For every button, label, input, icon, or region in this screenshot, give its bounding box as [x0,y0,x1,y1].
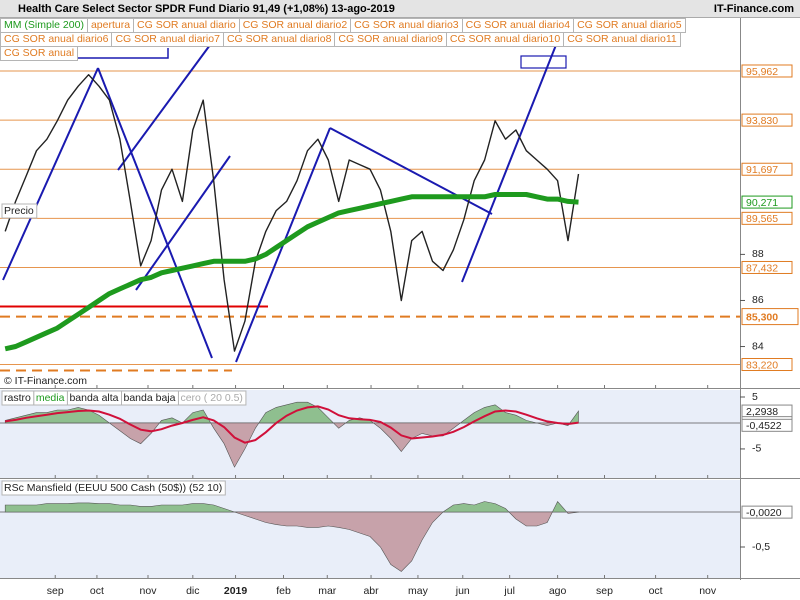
x-tick-label: nov [140,585,158,597]
copyright: © IT-Finance.com [4,375,87,387]
tag-box [741,64,793,78]
title-bar: Health Care Select Sector SPDR Fund Diar… [0,0,800,18]
tag-label: 91,697 [746,164,778,176]
tab[interactable]: CG SOR anual [0,46,79,61]
brand: IT-Finance.com [713,3,794,15]
tag-label: 93,830 [746,115,778,127]
pane-tab: cero ( 20 0.5) [180,392,242,404]
tab[interactable]: CG SOR anual diario2 [238,18,352,33]
tag-box [741,505,793,519]
x-tick-label: oct [649,585,663,597]
tag-box [741,211,793,225]
y-tick-label: 5 [752,391,758,403]
tab[interactable]: CG SOR anual diario11 [563,32,681,47]
x-tick-label: feb [276,585,291,597]
tag-label: -0,4522 [746,420,782,432]
tag-label: 2,2938 [746,406,778,418]
tag-box [741,260,793,274]
area [4,500,579,572]
tab[interactable]: CG SOR anual diario6 [0,32,113,47]
x-tick-label: jul [503,585,515,597]
tab[interactable]: CG SOR anual diario5 [573,18,686,33]
y-tick-label: 88 [752,248,764,260]
x-tick-label: mar [318,585,337,597]
tab[interactable]: CG SOR anual diario4 [461,18,575,33]
tab[interactable]: CG SOR anual diario [133,18,240,33]
x-tick-label: oct [90,585,104,597]
tab[interactable]: apertura [86,18,135,33]
x-tick-label: jun [455,585,470,597]
tab[interactable]: CG SOR anual diario10 [445,32,565,47]
tab[interactable]: MM (Simple 200) [0,18,88,33]
chart-title: Health Care Select Sector SPDR Fund Diar… [18,3,395,15]
tag-box [741,162,793,176]
pane-tab: banda alta [69,392,118,404]
tag-label: 85,300 [746,311,778,323]
tag-label: -0,0020 [746,507,782,519]
x-tick-label: abr [363,585,379,597]
price-line [4,74,580,352]
tab[interactable]: CG SOR anual diario8 [222,32,336,47]
pane-tab-box[interactable] [1,480,226,496]
tag-box [741,418,793,432]
tab[interactable]: CG SOR anual diario7 [111,32,224,47]
pane-tab: banda baja [124,392,176,404]
signal-line [5,405,579,444]
tag-box [741,358,793,372]
tab[interactable]: CG SOR anual diario3 [350,18,463,33]
moving-average [4,192,579,352]
tag-box [741,195,793,209]
pane-tab: media [36,392,65,404]
tag-label: 89,565 [746,213,778,225]
pane-borders [0,18,800,580]
x-tick-label: ago [549,585,567,597]
pane-tab: RSc Mansfield (EEUU 500 Cash (50$)) (52 … [4,482,222,494]
y-tick-label: -5 [752,443,761,455]
x-tick-label: 2019 [224,585,248,597]
indicator-tabs: MM (Simple 200) apertura CG SOR anual dia… [0,18,742,61]
area [4,401,579,468]
tag-label: 83,220 [746,359,778,371]
tag-label: 95,962 [746,66,778,78]
tag-label: 90,271 [746,197,778,209]
x-tick-label: nov [699,585,717,597]
tag-box [741,308,799,326]
x-tick-label: dic [186,585,199,597]
y-tick-label: -0,5 [752,541,770,553]
x-tick-label: may [408,585,429,597]
x-tick-label: sep [47,585,64,597]
pane-tab-box[interactable] [177,390,247,406]
tag-box [741,113,793,127]
tab[interactable]: CG SOR anual diario9 [334,32,447,47]
y-tick-label: 86 [752,294,764,306]
x-tick-label: sep [596,585,613,597]
pane-tab: Precio [4,205,34,217]
pane-tab: rastro [4,392,31,404]
tag-label: 87,432 [746,262,778,274]
y-tick-label: 84 [752,340,764,352]
pane-tab-box[interactable] [1,203,38,219]
